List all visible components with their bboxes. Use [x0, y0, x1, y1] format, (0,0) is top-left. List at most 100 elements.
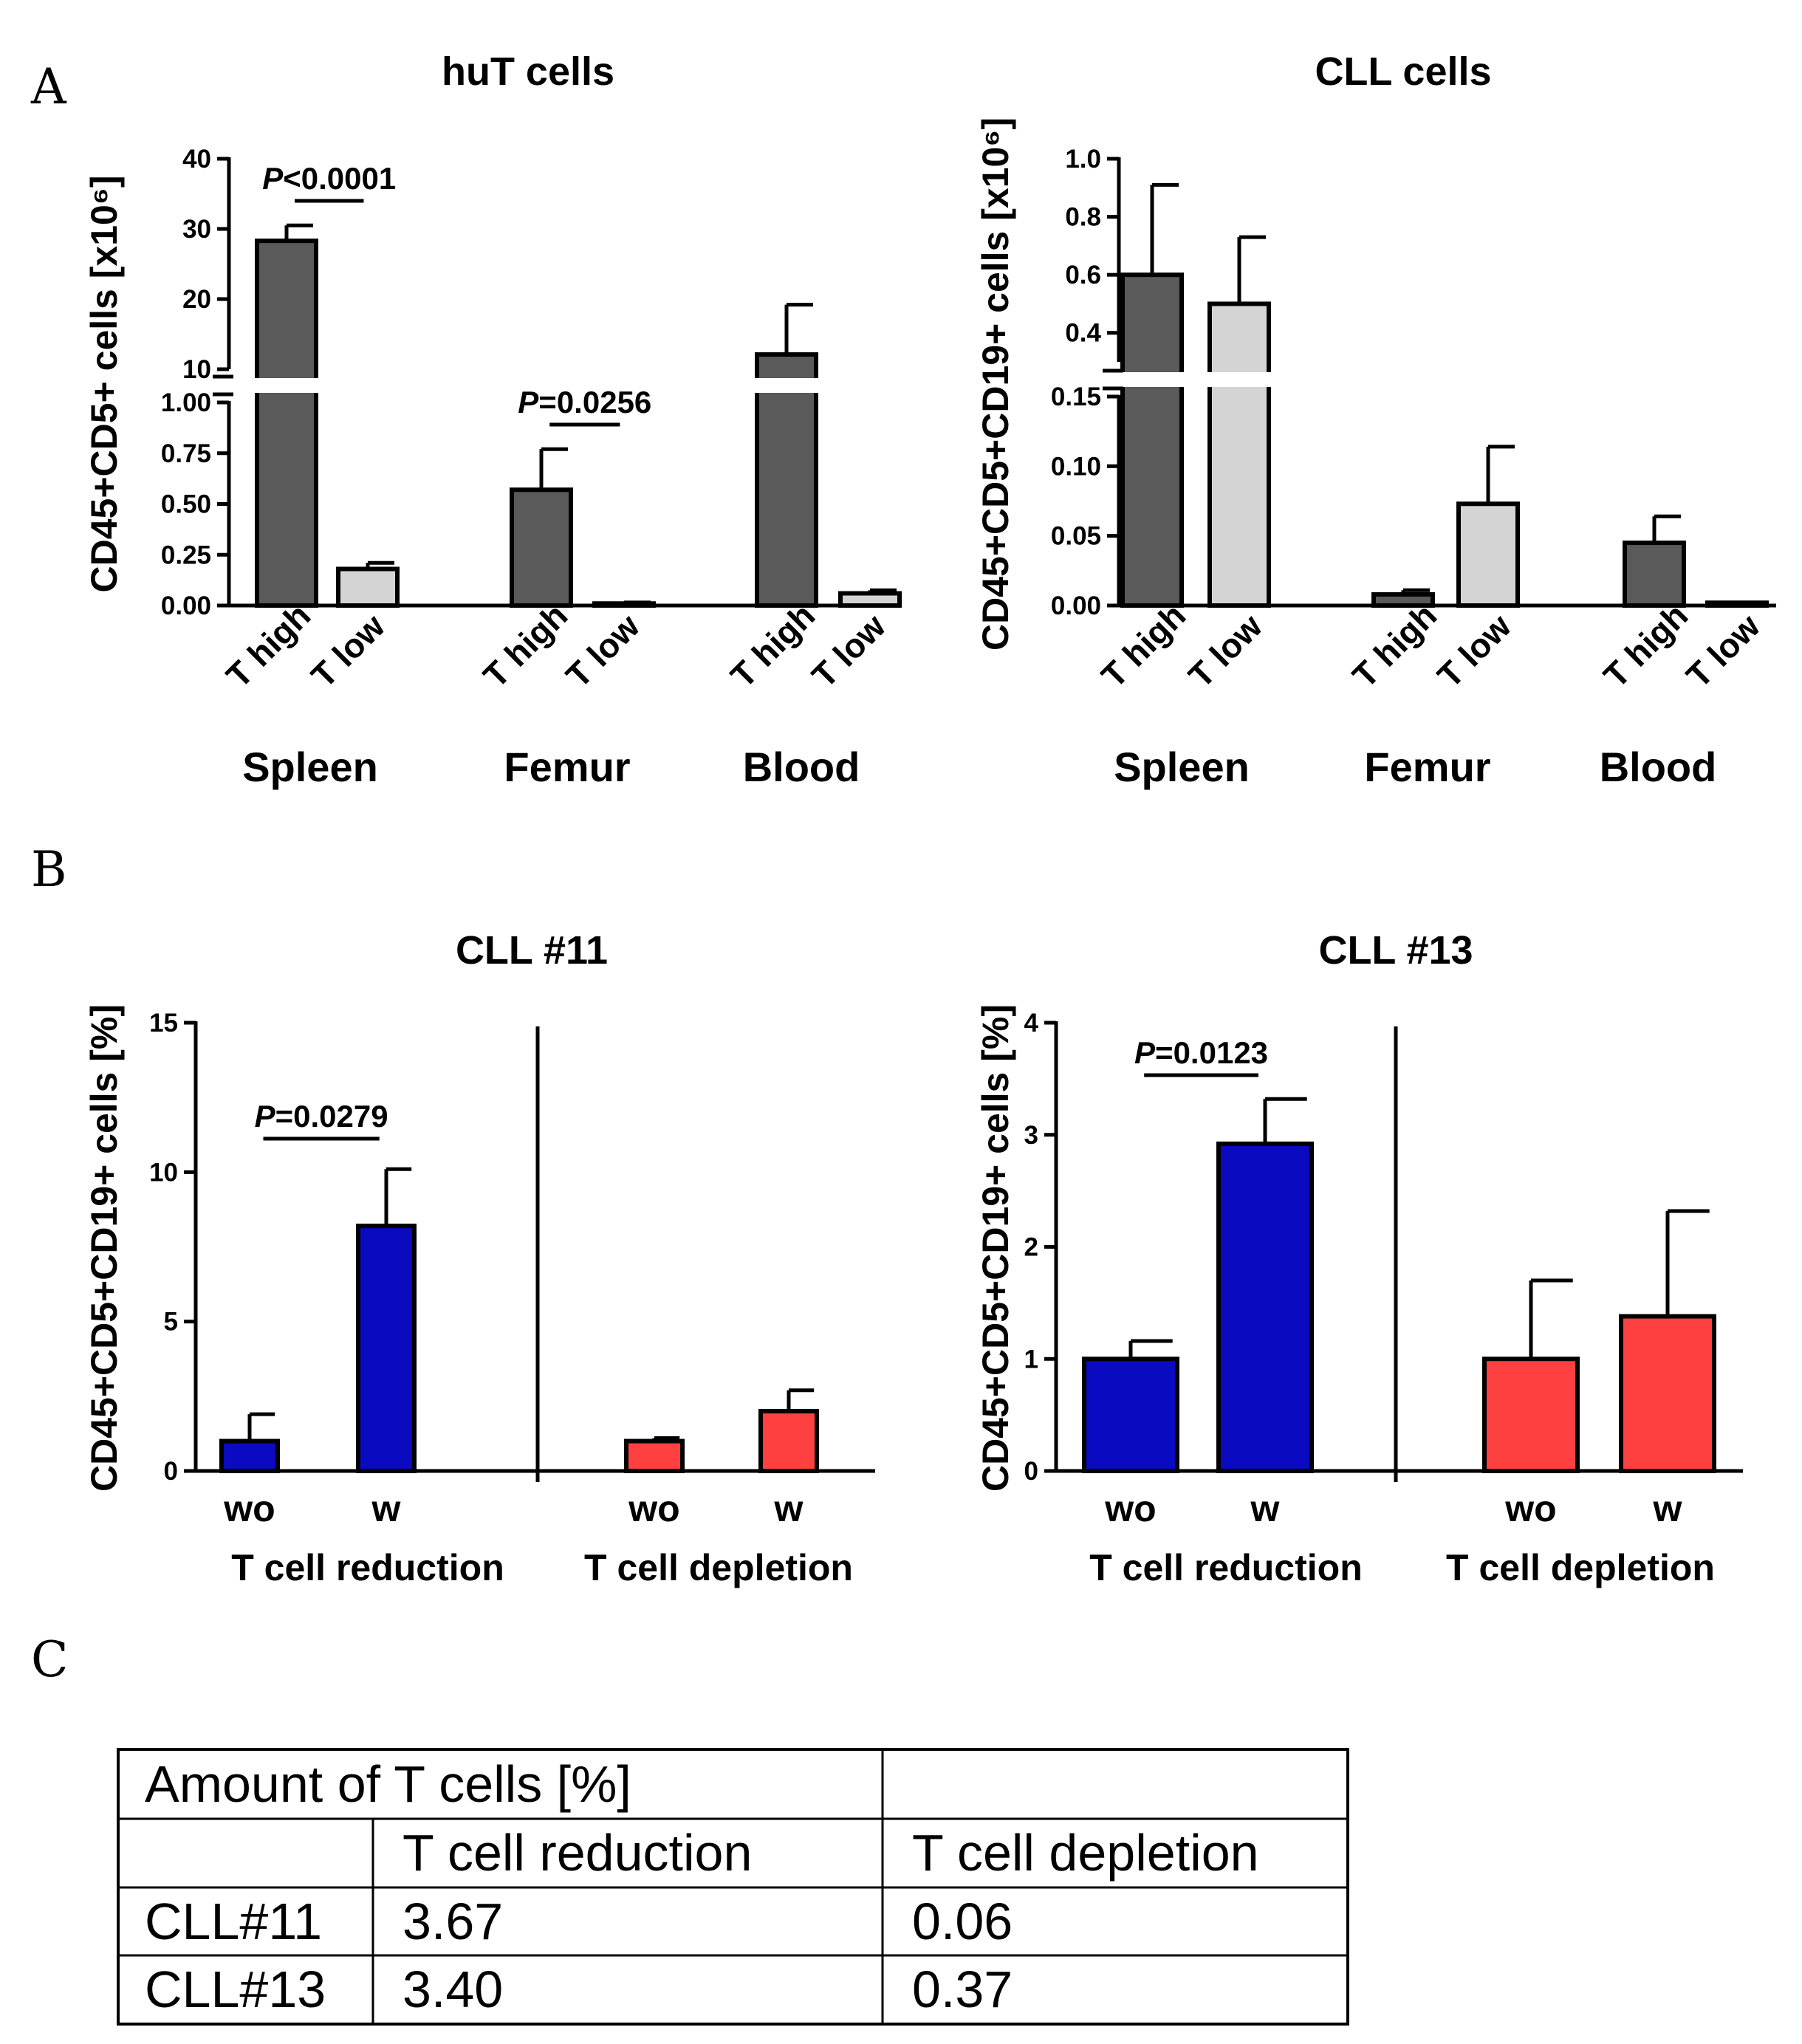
x-category-label: T high: [219, 596, 318, 695]
x-category-label: T low: [304, 606, 392, 695]
p-value-number: =0.0256: [538, 385, 651, 419]
table-row-label: CLL#11: [145, 1893, 322, 1950]
x-group-label: Blood: [743, 744, 860, 790]
panel-label-a: A: [30, 58, 67, 115]
y-tick-label: 10: [182, 355, 211, 384]
y-tick-label: 30: [182, 215, 211, 244]
x-category-label: T low: [1679, 606, 1767, 695]
chart-title: CLL cells: [1315, 49, 1491, 94]
x-category-label: T low: [558, 606, 647, 695]
y-tick-label: 1: [1024, 1345, 1038, 1373]
table-cell: 3.40: [402, 1961, 503, 2018]
x-category-label: T high: [723, 596, 822, 695]
p-value-number: <0.0001: [283, 161, 396, 196]
table-row-label: CLL#13: [145, 1961, 326, 2018]
y-axis-label: CD45+CD5+CD19+ cells [%]: [975, 1004, 1016, 1492]
bar: [1482, 1357, 1580, 1473]
x-category-label: w: [774, 1488, 804, 1529]
p-italic: P: [1134, 1035, 1156, 1070]
bar: [336, 566, 400, 608]
p-value-label: P=0.0256: [518, 385, 651, 419]
p-italic: P: [262, 161, 284, 196]
bar: [1456, 501, 1520, 608]
x-group-label: Femur: [1364, 744, 1490, 790]
x-category-label: wo: [1104, 1488, 1156, 1529]
x-category-label: wo: [1504, 1488, 1556, 1529]
x-group-label: Spleen: [1114, 744, 1250, 790]
t-cell-amount-table: Amount of T cells [%] T cell reduction T…: [117, 1748, 1349, 2026]
x-category-label: T high: [476, 596, 575, 695]
y-tick-label: 3: [1024, 1121, 1038, 1150]
y-tick-label: 10: [149, 1158, 178, 1187]
y-tick-label: 0.8: [1065, 203, 1101, 232]
bar: [1619, 1314, 1716, 1473]
x-group-label: Femur: [504, 744, 630, 790]
p-value-label: P=0.0123: [1134, 1035, 1268, 1070]
y-tick-label: 40: [182, 145, 211, 174]
y-tick-label: 0: [164, 1457, 178, 1486]
y-tick-label: 0.05: [1051, 522, 1101, 551]
x-category-label: T high: [1094, 596, 1193, 695]
x-category-label: T high: [1345, 596, 1444, 695]
table-header-title: Amount of T cells [%]: [145, 1755, 631, 1813]
y-tick-label: 2: [1024, 1233, 1038, 1262]
y-tick-label: 1.00: [161, 388, 211, 417]
p-italic: P: [255, 1099, 276, 1134]
p-italic: P: [518, 385, 539, 419]
chart-title: huT cells: [442, 49, 614, 94]
y-axis-label: CD45+CD5+CD19+ cells [%]: [83, 1004, 125, 1492]
y-tick-label: 0.6: [1065, 261, 1101, 289]
p-value-number: =0.0279: [275, 1099, 388, 1134]
x-group-label: T cell depletion: [1446, 1547, 1715, 1588]
panel-label-b: B: [31, 841, 67, 898]
y-tick-label: 0.15: [1051, 383, 1101, 411]
y-tick-label: 0: [1024, 1457, 1038, 1486]
p-value-label: P<0.0001: [262, 161, 396, 196]
y-tick-label: 0.10: [1051, 452, 1101, 481]
bar: [356, 1224, 417, 1473]
y-tick-label: 0.4: [1065, 319, 1101, 348]
x-group-label: T cell reduction: [231, 1547, 504, 1588]
bar: [624, 1438, 685, 1473]
bar: [758, 1409, 819, 1473]
y-tick-label: 4: [1024, 1009, 1039, 1038]
table-col-depletion: T cell depletion: [912, 1824, 1259, 1882]
table-cell: 0.37: [912, 1961, 1013, 2018]
x-category-label: w: [1250, 1488, 1280, 1529]
chart-cll-13: CLL #13 CD45+CD5+CD19+ cells [%] 0 1 2 3 4 wo w w…: [975, 928, 1743, 1588]
x-category-label: T high: [1596, 596, 1695, 695]
y-tick-label: 0.50: [161, 490, 211, 519]
bar: [1120, 272, 1184, 608]
chart-title: CLL #11: [456, 928, 608, 973]
bar: [510, 487, 573, 608]
p-value-label: P=0.0279: [255, 1099, 388, 1134]
p-value-number: =0.0123: [1155, 1035, 1268, 1070]
x-group-label: T cell reduction: [1089, 1547, 1363, 1588]
x-group-label: T cell depletion: [584, 1547, 853, 1588]
chart-hut-cells: huT cells CD45+CD5+ cells [x10⁶] 0.00 0.25 0…: [83, 49, 908, 790]
y-tick-label: 0.25: [161, 541, 211, 569]
y-axis-label: CD45+CD5+ cells [x10⁶]: [83, 176, 125, 593]
table-cell: 3.67: [402, 1893, 503, 1950]
y-tick-label: 0.75: [161, 439, 211, 468]
chart-title: CLL #13: [1318, 928, 1473, 973]
bar: [255, 239, 318, 608]
bar: [755, 352, 818, 608]
x-category-label: T low: [1430, 606, 1518, 695]
x-group-label: Spleen: [242, 744, 378, 790]
x-category-label: w: [371, 1488, 401, 1529]
y-tick-label: 20: [182, 285, 211, 314]
x-group-label: Blood: [1600, 744, 1717, 790]
y-tick-label: 15: [149, 1009, 178, 1038]
x-category-label: wo: [628, 1488, 679, 1529]
bar: [1216, 1141, 1314, 1473]
axis-break-gap: [207, 378, 908, 393]
y-tick-label: 1.0: [1065, 145, 1101, 174]
x-category-label: w: [1653, 1488, 1682, 1529]
chart-cll-11: CLL #11 CD45+CD5+CD19+ cells [%] 0 5 10 15 wo w…: [83, 928, 875, 1588]
panel-label-c: C: [31, 1631, 69, 1688]
y-axis-label: CD45+CD5+CD19+ cells [x10⁶]: [975, 117, 1016, 651]
y-tick-label: 5: [164, 1308, 178, 1337]
table-col-reduction: T cell reduction: [402, 1824, 752, 1882]
